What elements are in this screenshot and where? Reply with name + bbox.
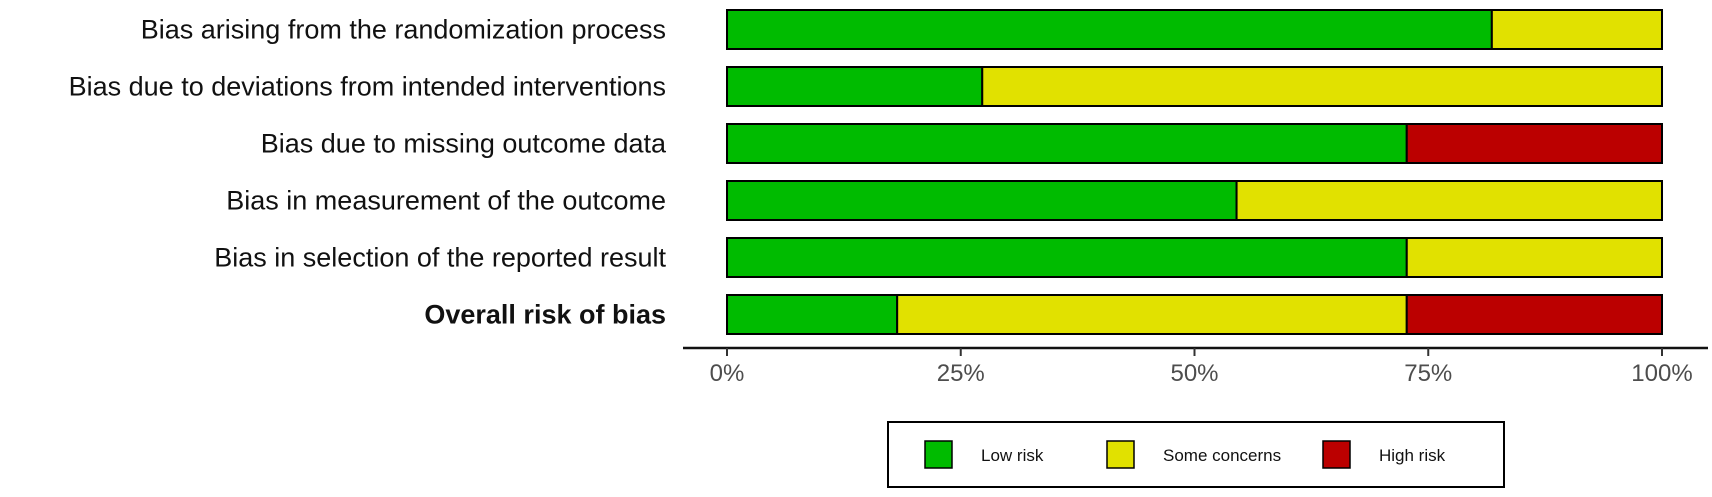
category-label-2: Bias due to deviations from intended int… [69, 72, 666, 102]
legend-key-some-concerns [1106, 440, 1135, 469]
legend-label-low-risk: Low risk [981, 446, 1044, 465]
bar-some-concerns-5 [1405, 237, 1663, 278]
legend-label-some-concerns: Some concerns [1163, 446, 1281, 465]
bar-low-risk-1 [726, 9, 1493, 50]
bar-some-concerns-2 [981, 66, 1663, 107]
legend-key-high-risk [1322, 440, 1351, 469]
bar-low-risk-2 [726, 66, 984, 107]
bar-low-risk-6 [726, 294, 899, 335]
bar-low-risk-3 [726, 123, 1408, 164]
legend-label-high-risk: High risk [1379, 446, 1446, 465]
category-label-4: Bias in measurement of the outcome [226, 186, 666, 216]
x-tick-label-75: 75% [1404, 360, 1452, 387]
category-label-5: Bias in selection of the reported result [214, 243, 666, 273]
bar-some-concerns-1 [1490, 9, 1663, 50]
x-tick-label-25: 25% [937, 360, 985, 387]
bar-low-risk-4 [726, 180, 1238, 221]
bar-high-risk-3 [1405, 123, 1663, 164]
category-label-6: Overall risk of bias [424, 300, 666, 330]
x-tick-label-0: 0% [710, 360, 745, 387]
bar-some-concerns-6 [896, 294, 1408, 335]
x-tick-label-50: 50% [1170, 360, 1218, 387]
bar-high-risk-6 [1405, 294, 1663, 335]
x-tick-label-100: 100% [1631, 360, 1692, 387]
legend-key-low-risk [924, 440, 953, 469]
legend-box [887, 421, 1505, 488]
category-label-3: Bias due to missing outcome data [261, 129, 667, 159]
bar-low-risk-5 [726, 237, 1408, 278]
category-label-1: Bias arising from the randomization proc… [141, 15, 666, 45]
bar-some-concerns-4 [1235, 180, 1663, 221]
